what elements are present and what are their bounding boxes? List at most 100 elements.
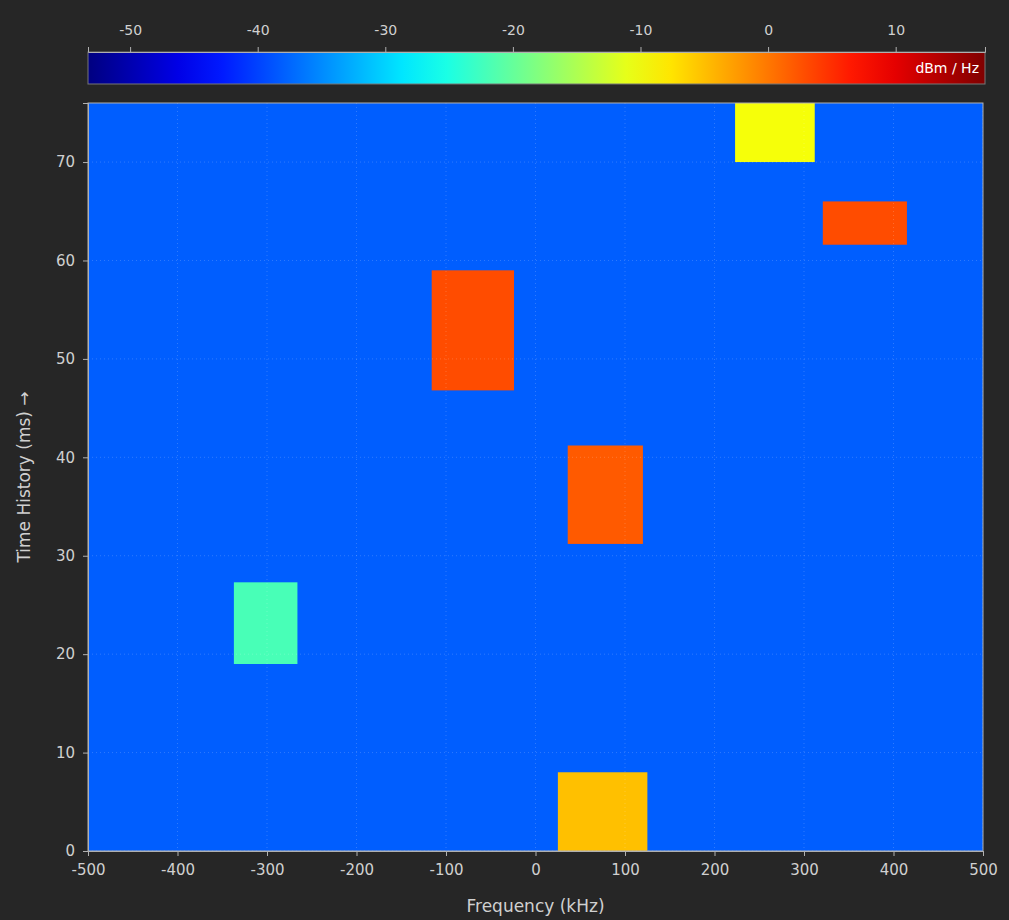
colorbar-tick-label: -30 bbox=[374, 22, 397, 38]
x-axis-tick-label: 300 bbox=[790, 861, 819, 879]
grid-line-x bbox=[177, 103, 178, 851]
colorbar-tick: -10 bbox=[630, 22, 653, 52]
colorbar-label: dBm / Hz bbox=[915, 60, 979, 76]
colorbar-tick: -30 bbox=[374, 22, 397, 52]
colorbar-tick-mark bbox=[130, 47, 131, 52]
y-axis-tick-label: 40 bbox=[56, 449, 75, 467]
y-axis-tick: 30 bbox=[56, 547, 88, 565]
plot-frame bbox=[88, 103, 983, 851]
y-axis-tick: 20 bbox=[56, 645, 88, 663]
grid-line-y bbox=[88, 260, 983, 261]
y-axis-tick-mark bbox=[83, 162, 88, 163]
y-axis-title: Time History (ms) → bbox=[14, 391, 34, 563]
grid-line-x bbox=[714, 103, 715, 851]
x-axis-line bbox=[89, 852, 984, 857]
colorbar-tick-label: -10 bbox=[630, 22, 653, 38]
x-axis-tick-label: 0 bbox=[531, 861, 541, 879]
grid-line-x bbox=[446, 103, 447, 851]
x-axis-tick-label: -100 bbox=[429, 861, 463, 879]
noise-floor bbox=[88, 103, 983, 851]
burst bbox=[735, 103, 815, 162]
colorbar-tick-mark bbox=[896, 47, 897, 52]
y-axis-tick: 0 bbox=[65, 842, 88, 860]
colorbar-tick-label: 0 bbox=[764, 22, 773, 38]
grid-line-x bbox=[893, 103, 894, 851]
grid-line-x bbox=[625, 103, 626, 851]
x-axis-tick: -400 bbox=[161, 851, 195, 879]
colorbar-tick-label: -20 bbox=[502, 22, 525, 38]
plot-area bbox=[88, 103, 983, 851]
burst bbox=[823, 201, 907, 244]
x-axis-tick-label: -300 bbox=[250, 861, 284, 879]
x-axis-title: Frequency (kHz) bbox=[466, 896, 604, 916]
x-axis-tick-label: 200 bbox=[701, 861, 730, 879]
grid-line-y bbox=[88, 457, 983, 458]
colorbar-axis: -50 -40 -30 -20 -10 0 10 bbox=[89, 22, 986, 53]
y-axis-tick-mark bbox=[83, 260, 88, 261]
grid-line-x bbox=[356, 103, 357, 851]
y-axis-tick-label: 70 bbox=[56, 153, 75, 171]
chart: -50-40-30-20-10010dBm / Hz-500-400-300-2… bbox=[0, 0, 1009, 920]
x-axis-tick: 0 bbox=[531, 851, 541, 879]
y-axis-tick-label: 30 bbox=[56, 547, 75, 565]
y-axis-tick-label: 0 bbox=[65, 842, 75, 860]
y-axis-tick: 70 bbox=[56, 153, 88, 171]
x-axis: -500-400-300-200-1000100200300400500 bbox=[71, 851, 997, 879]
x-axis-tick: 200 bbox=[701, 851, 730, 879]
colorbar-tick: 0 bbox=[764, 22, 773, 52]
y-axis-line bbox=[83, 104, 89, 852]
burst bbox=[432, 270, 514, 390]
x-axis-tick-mark bbox=[178, 851, 179, 856]
grid-line-x bbox=[804, 103, 805, 851]
burst bbox=[568, 446, 643, 544]
colorbar-tick-mark bbox=[640, 47, 641, 52]
y-axis-tick: 10 bbox=[56, 744, 88, 762]
y-axis: 0 10 20 30 40 50 60 70 bbox=[56, 104, 89, 861]
x-axis-tick-mark bbox=[715, 851, 716, 856]
x-axis-tick: 300 bbox=[790, 851, 819, 879]
x-axis-tick-mark bbox=[267, 851, 268, 856]
y-axis-tick-mark bbox=[83, 654, 88, 655]
y-axis-tick: 60 bbox=[56, 252, 88, 270]
y-axis-tick-label: 50 bbox=[56, 350, 75, 368]
x-axis-tick-label: 100 bbox=[611, 861, 640, 879]
colorbar-tick: -20 bbox=[502, 22, 525, 52]
x-axis-tick-mark bbox=[804, 851, 805, 856]
colorbar-tick-mark bbox=[768, 47, 769, 52]
colorbar-tick-label: 10 bbox=[887, 22, 905, 38]
grid-line-y bbox=[88, 358, 983, 359]
x-axis-tick: -500 bbox=[71, 851, 105, 879]
colorbar-axis-line bbox=[89, 47, 986, 53]
x-axis-tick: 100 bbox=[611, 851, 640, 879]
grid-line-x bbox=[267, 103, 268, 851]
colorbar bbox=[88, 52, 985, 84]
colorbar-tick-label: -50 bbox=[119, 22, 142, 38]
y-axis-tick-mark bbox=[83, 851, 88, 852]
colorbar-tick: -40 bbox=[247, 22, 270, 52]
x-axis-tick-label: -500 bbox=[71, 861, 105, 879]
colorbar-tick-label: -40 bbox=[247, 22, 270, 38]
x-axis-tick-mark bbox=[625, 851, 626, 856]
x-axis-tick: -300 bbox=[250, 851, 284, 879]
grid-line-x bbox=[535, 103, 536, 851]
y-axis-tick-label: 60 bbox=[56, 252, 75, 270]
y-axis-tick-mark bbox=[83, 556, 88, 557]
x-axis-tick-mark bbox=[894, 851, 895, 856]
colorbar-tick: -50 bbox=[119, 22, 142, 52]
y-axis-tick-mark bbox=[83, 359, 88, 360]
burst bbox=[558, 772, 648, 851]
x-axis-tick-label: -200 bbox=[340, 861, 374, 879]
x-axis-tick: -100 bbox=[429, 851, 463, 879]
x-axis-tick-mark bbox=[357, 851, 358, 856]
colorbar-tick-mark bbox=[513, 47, 514, 52]
y-axis-tick-label: 10 bbox=[56, 744, 75, 762]
colorbar-tick: 10 bbox=[887, 22, 905, 52]
burst bbox=[234, 582, 298, 664]
x-axis-tick: -200 bbox=[340, 851, 374, 879]
grid-line-y bbox=[88, 162, 983, 163]
x-axis-tick-label: -400 bbox=[161, 861, 195, 879]
x-axis-tick: 500 bbox=[969, 851, 998, 879]
x-axis-tick-mark bbox=[983, 851, 984, 856]
y-axis-tick-mark bbox=[83, 753, 88, 754]
grid-line-y bbox=[88, 654, 983, 655]
